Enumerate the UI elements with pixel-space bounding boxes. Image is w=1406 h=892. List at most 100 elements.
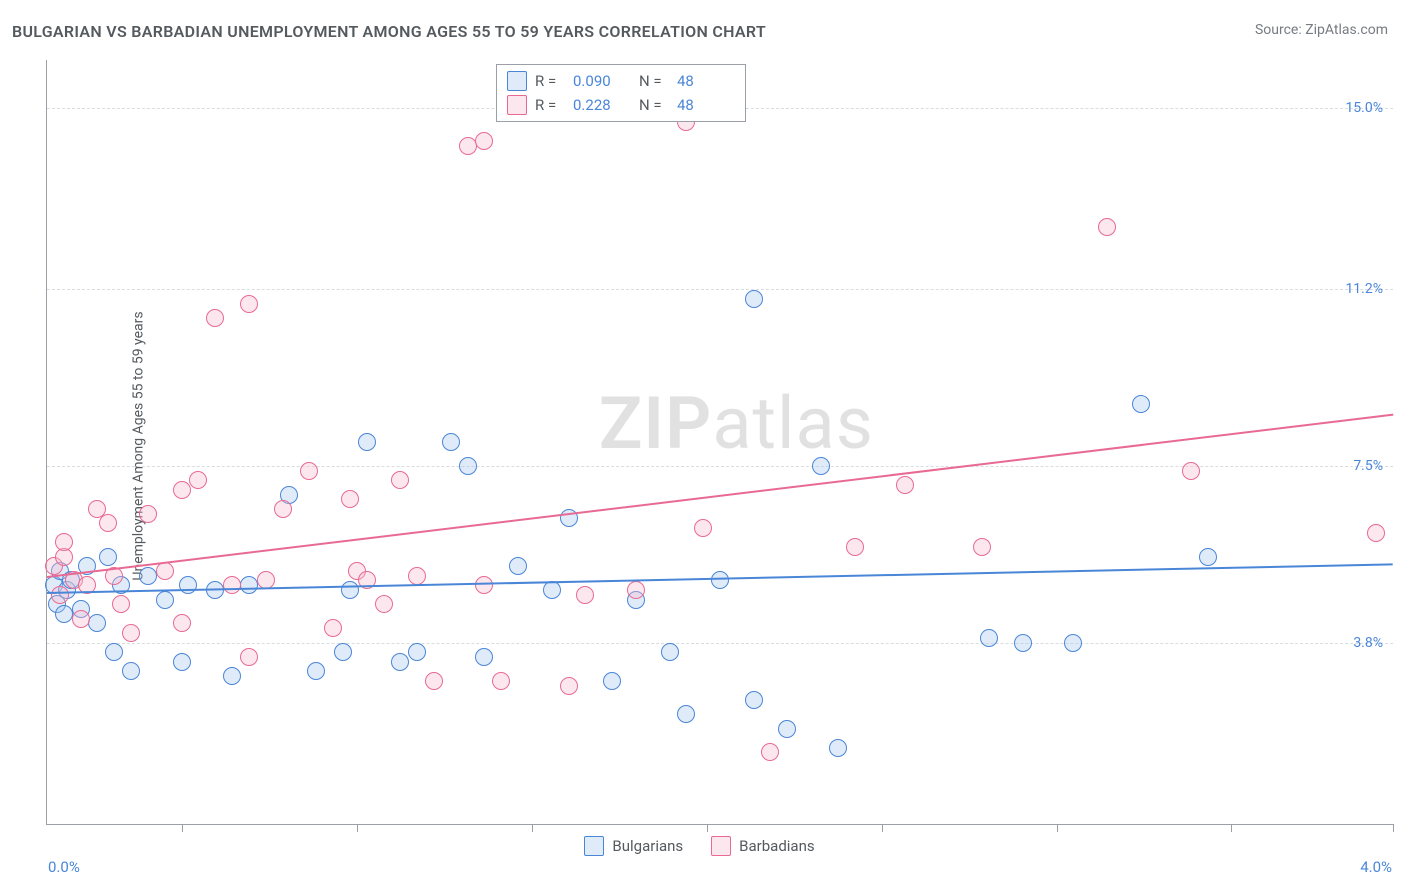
- x-tick: [1231, 824, 1232, 832]
- data-point: [122, 624, 140, 642]
- watermark-rest: atlas: [712, 381, 874, 466]
- x-tick: [1057, 824, 1058, 832]
- data-point: [677, 705, 695, 723]
- data-point: [324, 619, 342, 637]
- y-tick-label: 11.2%: [1339, 281, 1383, 297]
- data-point: [1064, 634, 1082, 652]
- data-point: [156, 591, 174, 609]
- data-point: [761, 743, 779, 761]
- data-point: [206, 309, 224, 327]
- data-point: [492, 672, 510, 690]
- chart-container: BULGARIAN VS BARBADIAN UNEMPLOYMENT AMON…: [0, 0, 1406, 892]
- data-point: [189, 471, 207, 489]
- data-point: [72, 610, 90, 628]
- data-point: [240, 576, 258, 594]
- data-point: [475, 648, 493, 666]
- data-point: [99, 548, 117, 566]
- data-point: [307, 662, 325, 680]
- gridline: [47, 643, 1393, 644]
- data-point: [560, 677, 578, 695]
- data-point: [173, 481, 191, 499]
- data-point: [576, 586, 594, 604]
- data-point: [112, 595, 130, 613]
- data-point: [745, 691, 763, 709]
- data-point: [543, 581, 561, 599]
- data-point: [99, 514, 117, 532]
- data-point: [341, 581, 359, 599]
- data-point: [375, 595, 393, 613]
- legend-item-label: Barbadians: [739, 837, 814, 855]
- legend-swatch: [711, 836, 731, 856]
- data-point: [745, 290, 763, 308]
- watermark: ZIPatlas: [599, 381, 874, 466]
- data-point: [980, 629, 998, 647]
- data-point: [55, 533, 73, 551]
- data-point: [139, 567, 157, 585]
- legend-swatch: [507, 71, 527, 91]
- legend-r-value: 0.228: [573, 96, 631, 114]
- legend-item: Barbadians: [711, 836, 814, 856]
- legend-n-label: N =: [639, 72, 669, 90]
- data-point: [341, 490, 359, 508]
- data-point: [694, 519, 712, 537]
- data-point: [812, 457, 830, 475]
- source-label: Source: ZipAtlas.com: [1255, 22, 1388, 38]
- legend-n-label: N =: [639, 96, 669, 114]
- data-point: [711, 571, 729, 589]
- data-point: [973, 538, 991, 556]
- data-point: [156, 562, 174, 580]
- data-point: [223, 667, 241, 685]
- data-point: [358, 433, 376, 451]
- data-point: [829, 739, 847, 757]
- x-tick: [1393, 824, 1394, 832]
- data-point: [408, 643, 426, 661]
- data-point: [778, 720, 796, 738]
- legend-stat-row: R =0.090N =48: [507, 69, 735, 93]
- x-axis-min-label: 0.0%: [48, 858, 80, 876]
- data-point: [122, 662, 140, 680]
- legend-swatch: [507, 95, 527, 115]
- x-tick: [357, 824, 358, 832]
- legend-swatch: [584, 836, 604, 856]
- y-tick-label: 7.5%: [1347, 458, 1383, 474]
- plot-area: ZIPatlas 3.8% 7.5% 11.2% 15.0%: [46, 60, 1393, 825]
- data-point: [627, 581, 645, 599]
- x-tick: [882, 824, 883, 832]
- legend-stat-row: R = 0.228 N = 48: [507, 93, 735, 117]
- data-point: [274, 500, 292, 518]
- data-point: [1098, 218, 1116, 236]
- data-point: [139, 505, 157, 523]
- data-point: [173, 614, 191, 632]
- data-point: [334, 643, 352, 661]
- data-point: [661, 643, 679, 661]
- data-point: [1367, 524, 1385, 542]
- y-tick-label: 15.0%: [1339, 100, 1383, 116]
- data-point: [223, 576, 241, 594]
- chart-title: BULGARIAN VS BARBADIAN UNEMPLOYMENT AMON…: [12, 22, 766, 41]
- data-point: [425, 672, 443, 690]
- legend-r-label: R =: [535, 96, 565, 114]
- data-point: [1014, 634, 1032, 652]
- data-point: [442, 433, 460, 451]
- data-point: [240, 295, 258, 313]
- data-point: [55, 605, 73, 623]
- data-point: [408, 567, 426, 585]
- data-point: [179, 576, 197, 594]
- data-point: [300, 462, 318, 480]
- x-tick: [707, 824, 708, 832]
- data-point: [509, 557, 527, 575]
- legend-n-value: 48: [677, 96, 735, 114]
- data-point: [173, 653, 191, 671]
- legend-series: Bulgarians Barbadians: [584, 836, 814, 856]
- y-tick-label: 3.8%: [1347, 635, 1383, 651]
- data-point: [896, 476, 914, 494]
- legend-item-label: Bulgarians: [612, 837, 683, 855]
- x-axis-max-label: 4.0%: [1360, 858, 1392, 876]
- data-point: [475, 132, 493, 150]
- legend-n-value: 48: [677, 72, 735, 90]
- watermark-bold: ZIP: [599, 381, 712, 466]
- data-point: [459, 137, 477, 155]
- data-point: [603, 672, 621, 690]
- data-point: [88, 614, 106, 632]
- data-point: [391, 653, 409, 671]
